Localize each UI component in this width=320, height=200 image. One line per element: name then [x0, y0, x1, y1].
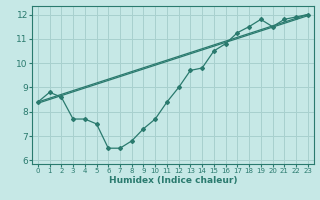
X-axis label: Humidex (Indice chaleur): Humidex (Indice chaleur) [108, 176, 237, 185]
